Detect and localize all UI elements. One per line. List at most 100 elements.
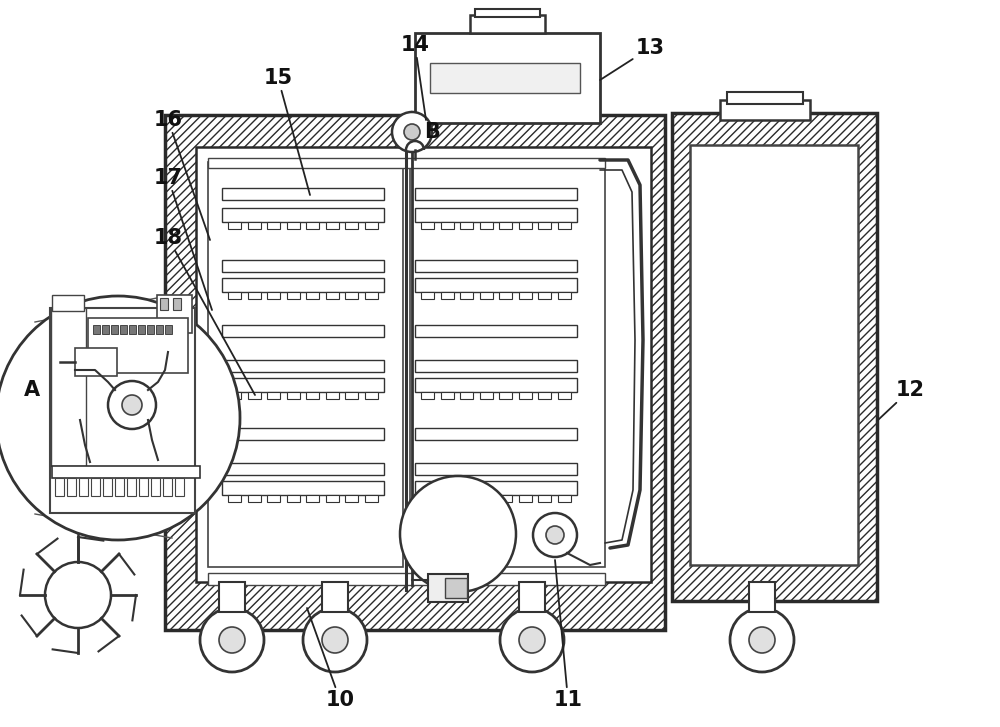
- Bar: [222, 428, 384, 440]
- Bar: [365, 495, 378, 502]
- Bar: [345, 222, 358, 229]
- Bar: [267, 292, 280, 299]
- Bar: [222, 260, 384, 272]
- Bar: [345, 495, 358, 502]
- Bar: [480, 392, 493, 399]
- Circle shape: [322, 627, 348, 653]
- Bar: [129, 325, 136, 334]
- Bar: [267, 495, 280, 502]
- Bar: [287, 392, 300, 399]
- Bar: [441, 292, 454, 299]
- Bar: [430, 63, 580, 93]
- Circle shape: [749, 627, 775, 653]
- Bar: [519, 392, 532, 399]
- Bar: [306, 495, 319, 502]
- Circle shape: [108, 381, 156, 429]
- Bar: [102, 325, 109, 334]
- Bar: [480, 495, 493, 502]
- Bar: [91, 478, 100, 496]
- Bar: [499, 222, 512, 229]
- Bar: [222, 278, 384, 292]
- Bar: [415, 188, 577, 200]
- Bar: [55, 478, 64, 496]
- Bar: [175, 478, 184, 496]
- Bar: [365, 222, 378, 229]
- Circle shape: [533, 513, 577, 557]
- Bar: [441, 392, 454, 399]
- Bar: [558, 495, 571, 502]
- Bar: [558, 222, 571, 229]
- Bar: [415, 378, 577, 392]
- Bar: [115, 478, 124, 496]
- Bar: [120, 325, 127, 334]
- Bar: [222, 481, 384, 495]
- Bar: [326, 292, 339, 299]
- Circle shape: [404, 124, 420, 140]
- Bar: [519, 582, 545, 612]
- Bar: [326, 392, 339, 399]
- Bar: [410, 162, 605, 567]
- Bar: [248, 392, 261, 399]
- Bar: [287, 495, 300, 502]
- Bar: [228, 292, 241, 299]
- Circle shape: [45, 562, 111, 628]
- Bar: [345, 292, 358, 299]
- Bar: [267, 222, 280, 229]
- Bar: [538, 222, 551, 229]
- Bar: [415, 278, 577, 292]
- Bar: [157, 295, 192, 333]
- Bar: [196, 147, 651, 582]
- Circle shape: [730, 608, 794, 672]
- Bar: [248, 495, 261, 502]
- Bar: [415, 208, 577, 222]
- Bar: [499, 495, 512, 502]
- Bar: [222, 325, 384, 337]
- Circle shape: [0, 296, 240, 540]
- Bar: [672, 113, 877, 601]
- Bar: [222, 360, 384, 372]
- Circle shape: [519, 627, 545, 653]
- Bar: [165, 325, 172, 334]
- Bar: [51, 308, 86, 466]
- Text: 11: 11: [554, 560, 582, 710]
- Bar: [219, 582, 245, 612]
- Bar: [163, 478, 172, 496]
- Bar: [538, 495, 551, 502]
- Bar: [365, 292, 378, 299]
- Bar: [160, 298, 168, 310]
- Text: A: A: [24, 380, 40, 400]
- Bar: [470, 15, 545, 33]
- Text: 12: 12: [878, 380, 924, 420]
- Bar: [415, 33, 600, 123]
- Circle shape: [122, 395, 142, 415]
- Bar: [519, 292, 532, 299]
- Circle shape: [200, 608, 264, 672]
- Bar: [208, 162, 403, 567]
- Bar: [749, 582, 775, 612]
- Bar: [475, 9, 540, 17]
- Circle shape: [392, 112, 432, 152]
- Bar: [421, 495, 434, 502]
- Bar: [222, 463, 384, 475]
- Bar: [690, 145, 858, 565]
- Bar: [208, 158, 605, 168]
- Text: 13: 13: [600, 38, 664, 80]
- Bar: [208, 573, 605, 585]
- Bar: [127, 478, 136, 496]
- Bar: [365, 392, 378, 399]
- Bar: [480, 292, 493, 299]
- Bar: [50, 308, 195, 513]
- Bar: [67, 478, 76, 496]
- Bar: [228, 222, 241, 229]
- Bar: [326, 495, 339, 502]
- Text: 16: 16: [154, 110, 210, 240]
- Circle shape: [219, 627, 245, 653]
- Bar: [267, 392, 280, 399]
- Bar: [151, 478, 160, 496]
- Bar: [287, 292, 300, 299]
- Bar: [720, 100, 810, 120]
- Bar: [499, 392, 512, 399]
- Bar: [75, 348, 117, 376]
- Bar: [727, 92, 803, 104]
- Bar: [428, 574, 468, 602]
